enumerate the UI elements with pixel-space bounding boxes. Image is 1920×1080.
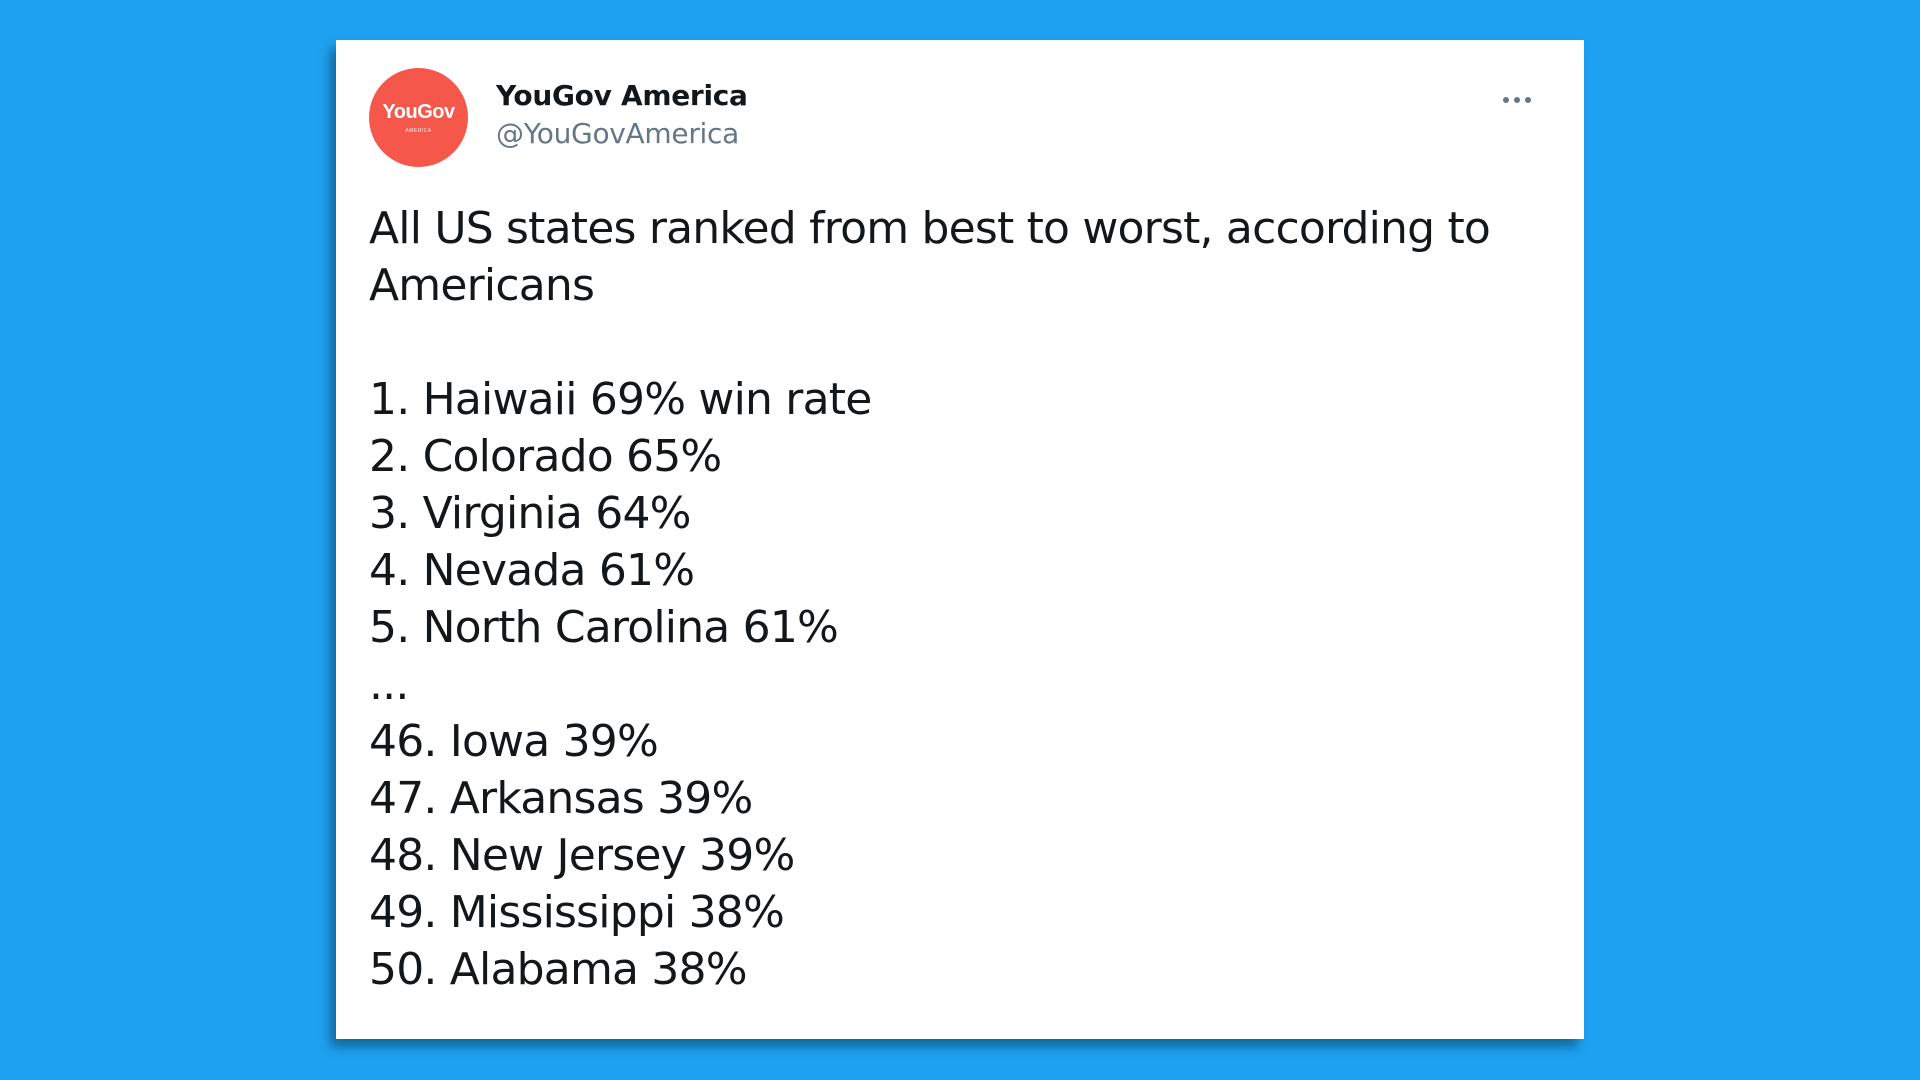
author-display-name[interactable]: YouGov America: [496, 79, 748, 112]
ranking-item: 49. Mississippi 38%: [369, 887, 785, 938]
ranking-item: 50. Alabama 38%: [369, 944, 748, 995]
tweet-text: All US states ranked from best to worst,…: [369, 200, 1504, 998]
ranking-item: 47. Arkansas 39%: [369, 773, 753, 824]
avatar-logo-subtext: AMERICA: [405, 127, 432, 134]
tweet-intro: All US states ranked from best to worst,…: [369, 203, 1491, 311]
ranking-item: 2. Colorado 65%: [369, 431, 722, 482]
ranking-list: 1. Haiwaii 69% win rate 2. Colorado 65% …: [369, 371, 1504, 998]
more-dot: [1503, 97, 1509, 103]
more-dot: [1514, 97, 1520, 103]
tweet-header: YouGov AMERICA YouGov America @YouGovAme…: [369, 68, 1551, 168]
ranking-item: 1. Haiwaii 69% win rate: [369, 374, 872, 425]
ranking-item: 48. New Jersey 39%: [369, 830, 795, 881]
author-handle[interactable]: @YouGovAmerica: [496, 117, 739, 150]
ranking-ellipsis: ...: [369, 659, 409, 710]
ranking-item: 5. North Carolina 61%: [369, 602, 839, 653]
more-dot: [1525, 97, 1531, 103]
tweet-card: YouGov AMERICA YouGov America @YouGovAme…: [336, 40, 1584, 1039]
ranking-item: 4. Nevada 61%: [369, 545, 695, 596]
more-options-icon[interactable]: [1503, 90, 1543, 110]
avatar[interactable]: YouGov AMERICA: [369, 68, 468, 167]
ranking-item: 3. Virginia 64%: [369, 488, 691, 539]
avatar-logo-text: YouGov: [382, 100, 455, 123]
ranking-item: 46. Iowa 39%: [369, 716, 659, 767]
author-names: YouGov America @YouGovAmerica: [496, 78, 748, 154]
